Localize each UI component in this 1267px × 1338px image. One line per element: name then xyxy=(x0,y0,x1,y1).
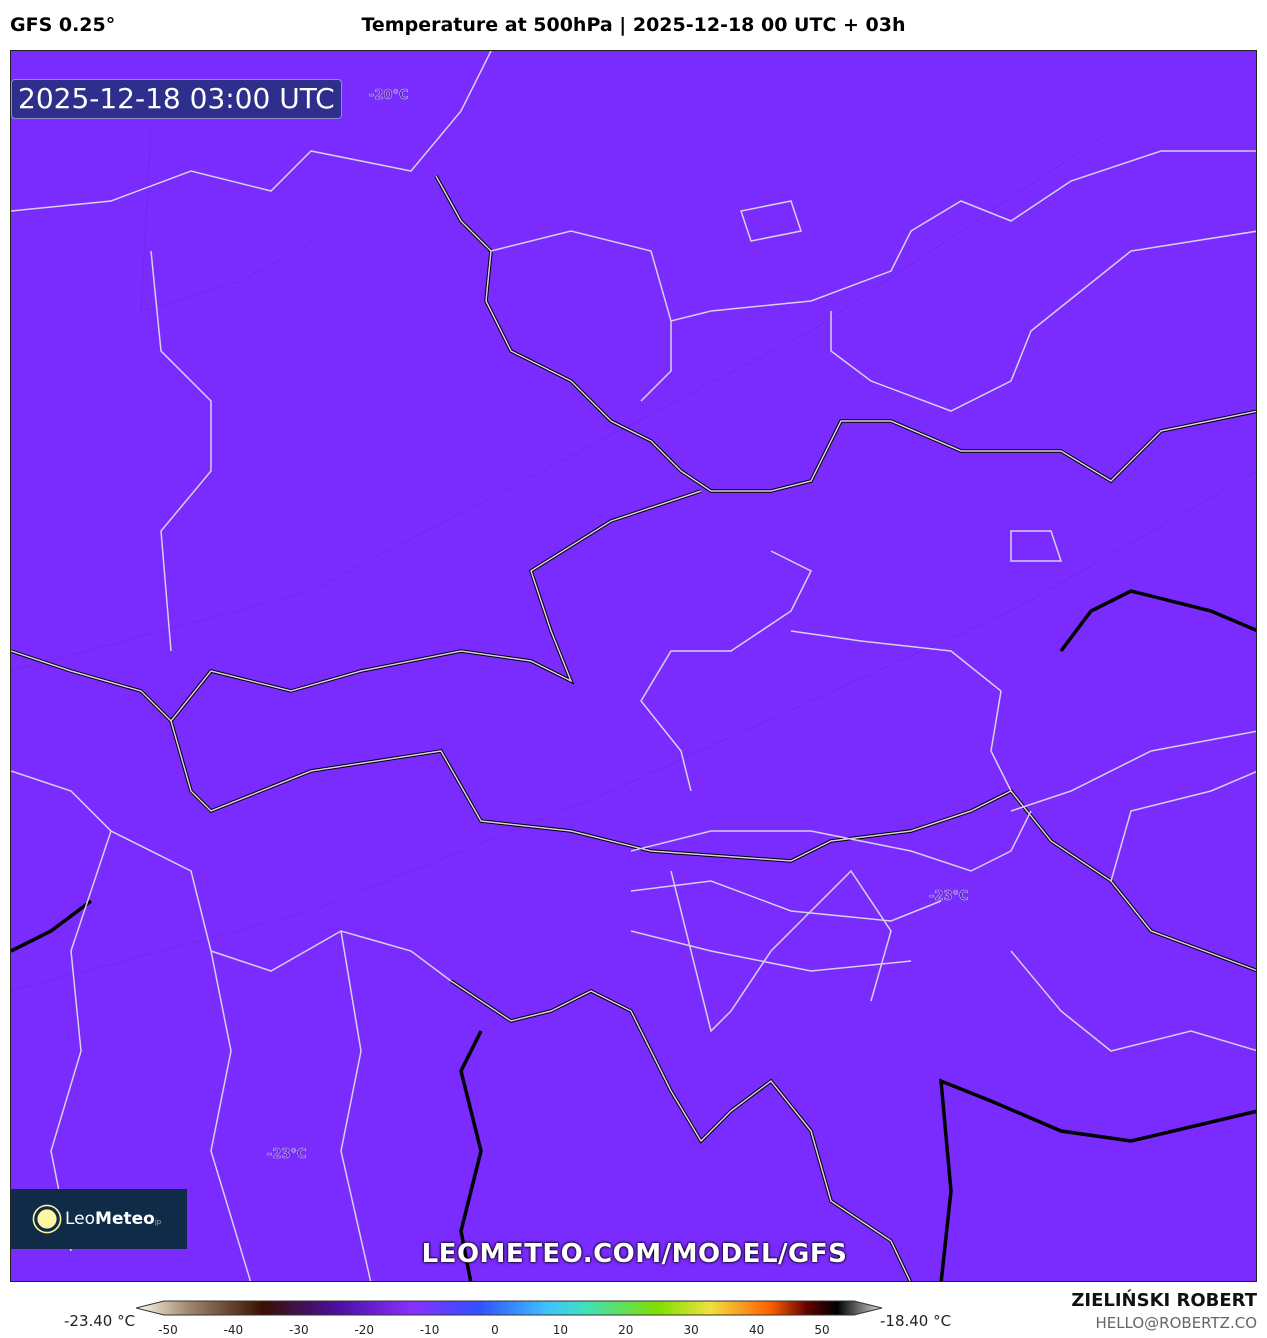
logo-text-part2: Meteo xyxy=(95,1209,155,1229)
colorbar-gradient xyxy=(135,1300,883,1316)
colorbar-tick: -30 xyxy=(288,1323,309,1337)
colorbar-tick: 50 xyxy=(814,1323,830,1337)
isotherm-label: -23°C xyxy=(267,1147,307,1163)
logo-text-part1: Leo xyxy=(65,1209,96,1229)
sun-icon xyxy=(37,1209,57,1229)
author-email: HELLO@ROBERTZ.CO xyxy=(1095,1314,1257,1332)
country-borders-outline xyxy=(11,175,1256,1281)
colorbar-min-label: -23.40 °C xyxy=(64,1312,136,1330)
logo-suffix: jp xyxy=(154,1218,162,1226)
map-area: 2025-12-18 03:00 UTC -20°C -23°C -23°C L… xyxy=(10,50,1257,1282)
model-label: GFS 0.25° xyxy=(10,14,116,36)
author-credit: ZIELIŃSKI ROBERT xyxy=(1071,1290,1257,1311)
colorbar-tick: -40 xyxy=(223,1323,244,1337)
colorbar-tick: -20 xyxy=(354,1323,374,1337)
map-title: Temperature at 500hPa | 2025-12-18 00 UT… xyxy=(361,14,906,36)
colorbar-tick: 20 xyxy=(618,1323,634,1337)
colorbar xyxy=(135,1300,883,1316)
colorbar-max-label: -18.40 °C xyxy=(880,1312,952,1330)
borders-layer xyxy=(11,51,1256,1281)
valid-time-badge: 2025-12-18 03:00 UTC xyxy=(11,79,342,119)
isotherm-label: -20°C xyxy=(369,88,409,104)
colorbar-tick: -50 xyxy=(158,1323,178,1337)
country-borders xyxy=(11,51,1256,1281)
colorbar-tick: 40 xyxy=(748,1323,765,1337)
colorbar-tick: -10 xyxy=(419,1323,440,1337)
isotherm-label: -23°C xyxy=(929,889,969,905)
colorbar-tick: 0 xyxy=(491,1323,499,1337)
colorbar-tick: 30 xyxy=(683,1323,699,1337)
leometeo-logo: LeoMeteojp xyxy=(11,1189,187,1249)
colorbar-tick: 10 xyxy=(552,1323,569,1337)
watermark-url: LEOMETEO.COM/MODEL/GFS xyxy=(421,1239,848,1269)
region-lines xyxy=(11,130,1256,992)
